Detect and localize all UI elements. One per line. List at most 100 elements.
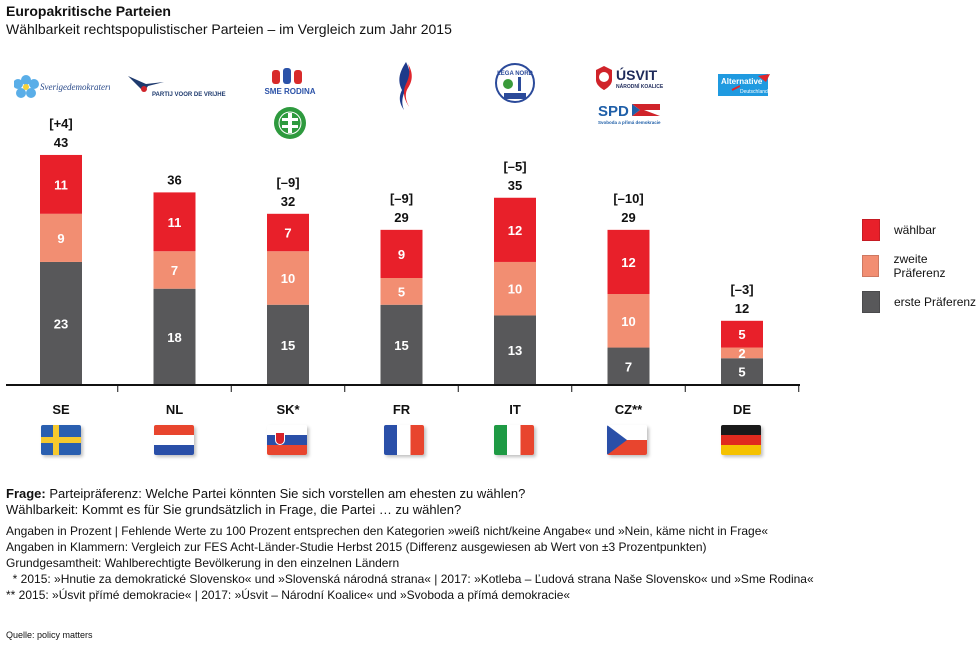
source: Quelle: policy matters — [6, 630, 93, 640]
chart-subtitle: Wählbarkeit rechtspopulistischer Parteie… — [6, 21, 452, 37]
x-tick-label: SK* — [276, 402, 300, 417]
bar-segment-erste-pr-ferenz — [607, 347, 650, 385]
france-flag-icon — [384, 425, 424, 455]
bar-segment-erste-pr-ferenz — [153, 288, 196, 385]
germany-flag-icon — [721, 425, 761, 455]
segment-value-label: 9 — [398, 247, 405, 262]
sweden-flag-icon — [41, 425, 81, 455]
bar-segment-erste-pr-ferenz — [380, 304, 423, 385]
logo-nl: PARTIJ VOOR DE VRIJHEID — [126, 72, 232, 104]
legend-swatch-erste-praeferenz — [862, 291, 880, 313]
legend-item-zweite-praeferenz: zweite Präferenz — [862, 248, 980, 284]
x-tick-label: IT — [509, 402, 521, 417]
legend-item-waehlbar: wählbar — [862, 212, 980, 248]
pvv-seagull-logo: PARTIJ VOOR DE VRIJHEID — [128, 76, 232, 98]
legend-swatch-zweite-praeferenz — [862, 255, 880, 277]
svg-text:SPD: SPD — [598, 103, 629, 120]
svg-text:Svoboda a přímá demokracie: Svoboda a přímá demokracie — [598, 120, 661, 125]
svg-text:LEGA NORD: LEGA NORD — [497, 71, 533, 77]
sweden-democrats-flower-logo: Sverigedemokraterna — [13, 75, 118, 98]
question-line: Frage: Parteipräferenz: Welche Partei kö… — [6, 486, 814, 502]
total-label: 32 — [281, 194, 295, 209]
segment-value-label: 5 — [738, 365, 745, 380]
logo-sk: SME RODINA — [258, 66, 322, 146]
legend-label: erste Präferenz — [894, 295, 977, 309]
bar-segment-w-hlbar — [494, 197, 536, 262]
logo-it: LEGA NORD — [494, 62, 536, 106]
question-text: Parteipräferenz: Welche Partei könnten S… — [45, 486, 526, 501]
bar-segment-w-hlbar — [607, 229, 650, 295]
total-label: 36 — [167, 172, 181, 187]
svg-text:NÁRODNÍ KOALICE: NÁRODNÍ KOALICE — [616, 82, 664, 90]
svg-text:Sverigedemokraterna: Sverigedemokraterna — [40, 82, 110, 92]
legend-label: wählbar — [894, 223, 937, 237]
stacked-bar-chart: 23 9 11 43 [+4] SE 18 7 11 36 NL 15 10 7 32 [–9] SK* 15 5 9… — [6, 116, 800, 417]
change-label: [–10] — [613, 191, 643, 206]
note-brackets: Angaben in Klammern: Vergleich zur FES A… — [6, 540, 707, 554]
svg-text:ÚSVIT: ÚSVIT — [616, 66, 658, 83]
question-label: Frage: — [6, 486, 46, 501]
svg-text:PARTIJ VOOR DE VRIJHEID: PARTIJ VOOR DE VRIJHEID — [152, 92, 226, 98]
segment-value-label: 11 — [54, 177, 68, 192]
czech-flag-icon — [607, 425, 647, 455]
slovakia-flag-icon — [267, 425, 307, 455]
segment-value-label: 10 — [281, 271, 295, 286]
bar-segment-w-hlbar — [380, 229, 423, 278]
segment-value-label: 23 — [54, 316, 68, 331]
segment-value-label: 10 — [508, 282, 522, 297]
segment-value-label: 12 — [621, 255, 635, 270]
x-tick-label: FR — [393, 402, 411, 417]
fn-flame-logo — [399, 62, 412, 110]
segment-value-label: 12 — [508, 223, 522, 238]
netherlands-flag-icon — [154, 425, 194, 455]
bar-segment-erste-pr-ferenz — [494, 315, 536, 385]
bar-segment-zweite-pr-ferenz — [40, 213, 82, 262]
segment-value-label: 10 — [621, 314, 635, 329]
bar-segment-w-hlbar — [153, 192, 196, 252]
logo-cz: ÚSVIT NÁRODNÍ KOALICE SPD Svoboda a přím… — [594, 64, 670, 132]
chart-title: Europakritische Parteien — [6, 3, 171, 19]
bar-segment-w-hlbar — [267, 213, 309, 252]
x-tick-label: NL — [166, 402, 183, 417]
logo-se: Sverigedemokraterna — [13, 70, 118, 106]
change-label: [–3] — [730, 282, 753, 297]
total-label: 29 — [394, 210, 408, 225]
bar-segment-erste-pr-ferenz — [40, 261, 82, 385]
legend-item-erste-praeferenz: erste Präferenz — [862, 284, 980, 320]
bar-segment-w-hlbar — [40, 154, 82, 214]
segment-value-label: 18 — [167, 330, 181, 345]
x-tick-label: DE — [733, 402, 751, 417]
x-tick-label: CZ** — [615, 402, 643, 417]
segment-value-label: 7 — [171, 263, 178, 278]
segment-value-label: 2 — [738, 346, 745, 361]
change-label: [–9] — [390, 191, 413, 206]
usvit-spd-logo: ÚSVIT NÁRODNÍ KOALICE SPD Svoboda a přím… — [596, 66, 664, 125]
bar-segment-zweite-pr-ferenz — [267, 251, 309, 305]
svg-text:SME RODINA: SME RODINA — [264, 87, 315, 96]
bar-segment-w-hlbar — [721, 320, 763, 348]
footnote-sk: * 2015: »Hnutie za demokratické Slovensk… — [6, 572, 814, 586]
eligibility-line: Wählbarkeit: Kommt es für Sie grundsätzl… — [6, 502, 462, 517]
segment-value-label: 13 — [508, 343, 522, 358]
change-label: [+4] — [49, 116, 72, 131]
segment-value-label: 5 — [398, 284, 405, 299]
bar-segment-zweite-pr-ferenz — [380, 278, 423, 305]
note-percent: Angaben in Prozent | Fehlende Werte zu 1… — [6, 524, 769, 538]
svg-text:Alternative: Alternative — [721, 77, 763, 86]
total-label: 29 — [621, 210, 635, 225]
bar-segment-zweite-pr-ferenz — [153, 251, 196, 289]
segment-value-label: 7 — [284, 226, 291, 241]
bar-segment-zweite-pr-ferenz — [494, 261, 536, 316]
notes: Frage: Parteipräferenz: Welche Partei kö… — [6, 486, 814, 603]
segment-value-label: 5 — [738, 327, 745, 342]
logo-fr — [390, 60, 420, 114]
segment-value-label: 15 — [394, 338, 408, 353]
total-label: 35 — [508, 178, 522, 193]
svg-text:Deutschland: Deutschland — [740, 89, 768, 95]
legend-label: zweite Präferenz — [893, 252, 946, 280]
segment-value-label: 9 — [57, 231, 64, 246]
legend-swatch-waehlbar — [862, 219, 880, 241]
segment-value-label: 15 — [281, 338, 295, 353]
footnote-cz: ** 2015: »Úsvit přímé demokracie« | 2017… — [6, 588, 571, 602]
segment-value-label: 11 — [168, 215, 182, 230]
